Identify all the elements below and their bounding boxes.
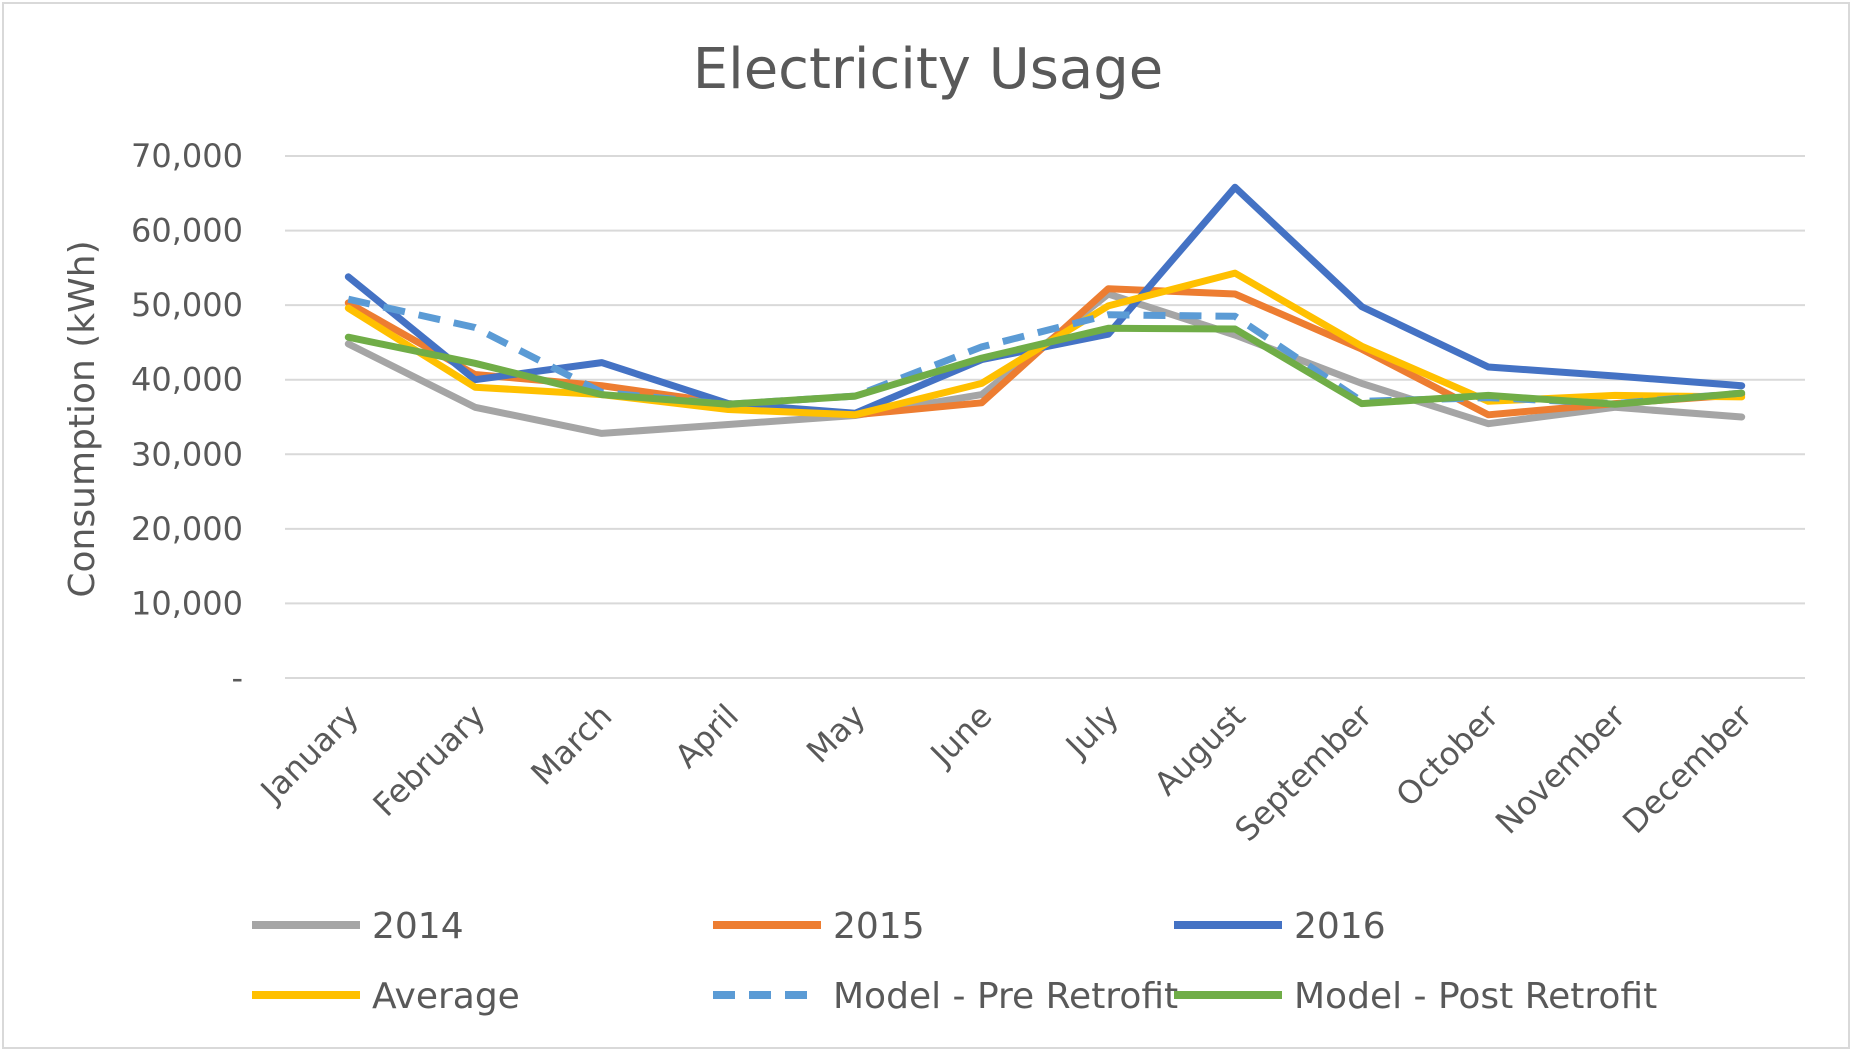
legend-label: 2015 bbox=[833, 906, 925, 947]
y-axis-ticks: - 10,000 20,000 30,000 40,000 50,000 60,000 70,… bbox=[131, 137, 243, 697]
x-axis-ticks: January February March April May June July Augu… bbox=[252, 696, 1760, 849]
legend-item: Average bbox=[252, 976, 520, 1017]
y-tick-label: 70,000 bbox=[131, 137, 243, 175]
legend-item: Model - Post Retrofit bbox=[1174, 976, 1657, 1017]
legend-item: 2016 bbox=[1174, 906, 1386, 947]
legend: 2014 2015 2016 Average Model - Pre Retrofit M… bbox=[252, 906, 1657, 1017]
y-tick-label: 10,000 bbox=[131, 584, 243, 622]
legend-item: 2014 bbox=[252, 906, 464, 947]
y-tick-label: - bbox=[231, 659, 243, 697]
y-tick-label: 60,000 bbox=[131, 212, 243, 250]
legend-label: Model - Pre Retrofit bbox=[833, 976, 1178, 1017]
x-tick-label: May bbox=[799, 697, 873, 771]
x-tick-label: August bbox=[1147, 697, 1253, 803]
x-tick-label: September bbox=[1227, 696, 1380, 849]
y-tick-label: 40,000 bbox=[131, 361, 243, 399]
x-tick-label: February bbox=[366, 697, 493, 824]
legend-item: 2015 bbox=[713, 906, 925, 947]
x-tick-label: April bbox=[667, 697, 746, 776]
x-tick-label: November bbox=[1488, 696, 1633, 841]
series-line-6 bbox=[344, 324, 1746, 408]
chart-title: Electricity Usage bbox=[693, 37, 1163, 102]
x-tick-label: October bbox=[1389, 696, 1507, 814]
x-tick-label: March bbox=[523, 697, 619, 793]
legend-label: Average bbox=[372, 976, 520, 1017]
legend-label: 2016 bbox=[1294, 906, 1386, 947]
y-axis-label: Consumption (kWh) bbox=[62, 240, 103, 597]
series-line-5 bbox=[347, 295, 1742, 408]
series-lines bbox=[344, 183, 1746, 437]
x-tick-label: June bbox=[922, 697, 1000, 775]
legend-label: Model - Post Retrofit bbox=[1294, 976, 1657, 1017]
y-tick-label: 50,000 bbox=[131, 286, 243, 324]
legend-label: 2014 bbox=[372, 906, 464, 947]
x-tick-label: July bbox=[1057, 697, 1126, 766]
y-tick-label: 30,000 bbox=[131, 435, 243, 473]
legend-item: Model - Pre Retrofit bbox=[713, 976, 1178, 1017]
x-tick-label: December bbox=[1615, 696, 1760, 841]
x-tick-label: January bbox=[252, 697, 366, 811]
y-tick-label: 20,000 bbox=[131, 510, 243, 548]
